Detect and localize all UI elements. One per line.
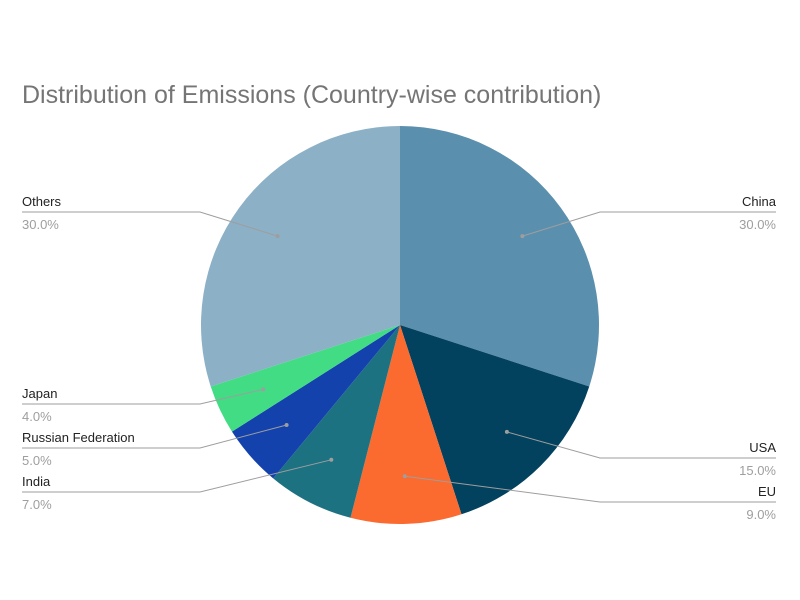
pie-slice-eu[interactable] <box>350 325 462 525</box>
slice-percent-others: 30.0% <box>22 217 59 232</box>
slice-label-india: India <box>22 474 51 489</box>
leader-line-india <box>22 459 332 493</box>
leader-line-usa <box>506 431 776 459</box>
slice-label-others: Others <box>22 194 62 209</box>
pie-labels: China 30.0% USA 15.0% EU 9.0% India 7.0% Russian… <box>22 194 777 522</box>
leader-line-others <box>22 211 278 237</box>
leader-line-eu <box>404 475 776 503</box>
slice-percent-russian-federation: 5.0% <box>22 453 52 468</box>
slice-percent-india: 7.0% <box>22 497 52 512</box>
slice-percent-usa: 15.0% <box>739 463 776 478</box>
slice-percent-eu: 9.0% <box>746 507 776 522</box>
pie-slice-russian-federation[interactable] <box>231 325 400 479</box>
chart-title: Distribution of Emissions (Country-wise … <box>22 81 601 109</box>
slice-label-usa: USA <box>749 440 776 455</box>
slice-label-china: China <box>742 194 777 209</box>
pie-slice-others[interactable] <box>201 125 400 387</box>
pie-slice-japan[interactable] <box>210 325 400 432</box>
pie-slice-india[interactable] <box>273 325 400 518</box>
slice-label-russian-federation: Russian Federation <box>22 430 135 445</box>
slice-percent-japan: 4.0% <box>22 409 52 424</box>
slice-label-eu: EU <box>758 484 776 499</box>
pie-slices <box>201 125 599 525</box>
leader-line-japan <box>22 388 264 405</box>
pie-slice-usa[interactable] <box>400 325 590 515</box>
leader-line-russian-federation <box>22 424 287 449</box>
leader-line-china <box>522 211 776 237</box>
slice-percent-china: 30.0% <box>739 217 776 232</box>
pie-slice-china[interactable] <box>400 126 599 387</box>
slice-label-japan: Japan <box>22 386 57 401</box>
